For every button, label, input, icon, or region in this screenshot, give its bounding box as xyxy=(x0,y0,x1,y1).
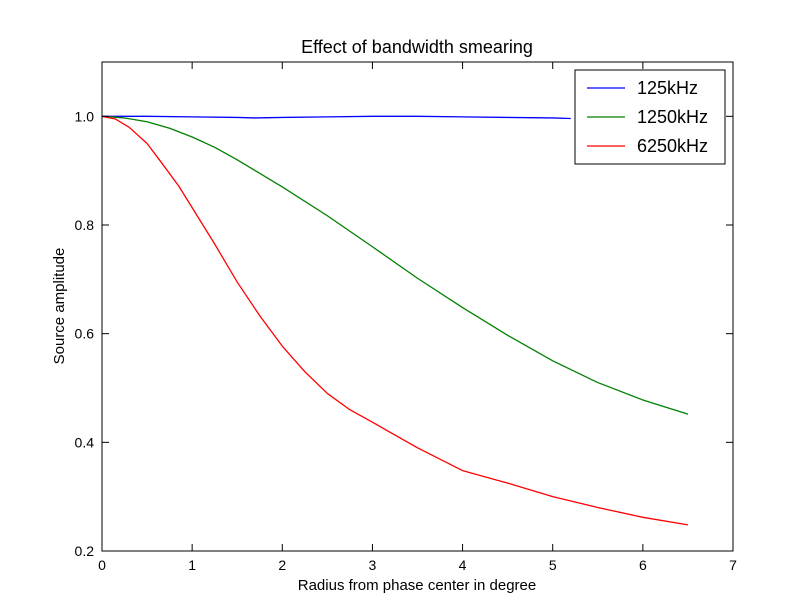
y-tick-label: 0.8 xyxy=(75,217,95,233)
y-tick-label: 0.6 xyxy=(75,326,95,342)
chart-title: Effect of bandwidth smearing xyxy=(301,37,533,57)
axes-frame-border xyxy=(101,61,734,552)
series-line-6250khz xyxy=(101,115,689,526)
x-tick-label: 4 xyxy=(459,557,467,573)
series-line-125khz xyxy=(102,115,571,120)
y-tick-label: 1.0 xyxy=(75,108,95,124)
y-tick-label: 0.4 xyxy=(75,434,95,450)
y-tick-label: 0.2 xyxy=(75,543,95,559)
x-tick-label: 6 xyxy=(639,557,647,573)
x-tick-label: 3 xyxy=(369,557,377,573)
x-tick-label: 2 xyxy=(278,557,286,573)
legend-label-125khz: 125kHz xyxy=(637,78,698,98)
axis-ticks: 0 1 2 3 4 5 6 7 0.2 0.4 0.6 0.8 1.0 xyxy=(75,62,737,573)
legend-label-6250khz: 6250kHz xyxy=(637,136,708,156)
axes-frame xyxy=(101,61,734,552)
x-tick-label: 1 xyxy=(188,557,196,573)
x-tick-label: 0 xyxy=(98,557,106,573)
series-line-1250khz xyxy=(101,115,689,415)
y-axis-title: Source amplitude xyxy=(51,248,68,365)
legend-label-1250khz: 1250kHz xyxy=(637,107,708,127)
series-lines xyxy=(101,115,689,526)
legend: 125kHz 1250kHz 6250kHz xyxy=(574,69,726,165)
x-tick-label: 7 xyxy=(729,557,737,573)
x-axis-title: Radius from phase center in degree xyxy=(298,577,536,594)
x-tick-label: 5 xyxy=(549,557,557,573)
